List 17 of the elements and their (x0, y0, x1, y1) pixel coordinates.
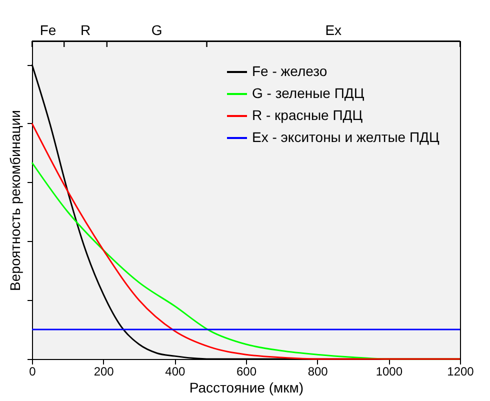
legend-label: Ex - экситоны и желтые ПДЦ (252, 129, 440, 145)
legend-label: Fe - железо (252, 63, 328, 79)
legend-label: R - красные ПДЦ (252, 107, 364, 123)
x-tick-label: 0 (29, 364, 36, 378)
band-label: G (151, 22, 162, 38)
x-tick-label: 800 (308, 364, 328, 378)
legend-label: G - зеленые ПДЦ (252, 85, 365, 101)
band-label: Fe (40, 22, 56, 38)
x-tick-label: 1200 (447, 364, 474, 378)
x-tick-label: 400 (165, 364, 186, 378)
band-label: Ex (325, 22, 342, 38)
band-label: R (80, 22, 91, 38)
x-axis-title: Расстояние (мкм) (189, 380, 304, 396)
x-tick-label: 200 (94, 364, 114, 378)
x-tick-label: 1000 (376, 364, 403, 378)
y-axis-title: Вероятность рекомбинации (7, 110, 23, 291)
x-tick-label: 600 (236, 364, 257, 378)
